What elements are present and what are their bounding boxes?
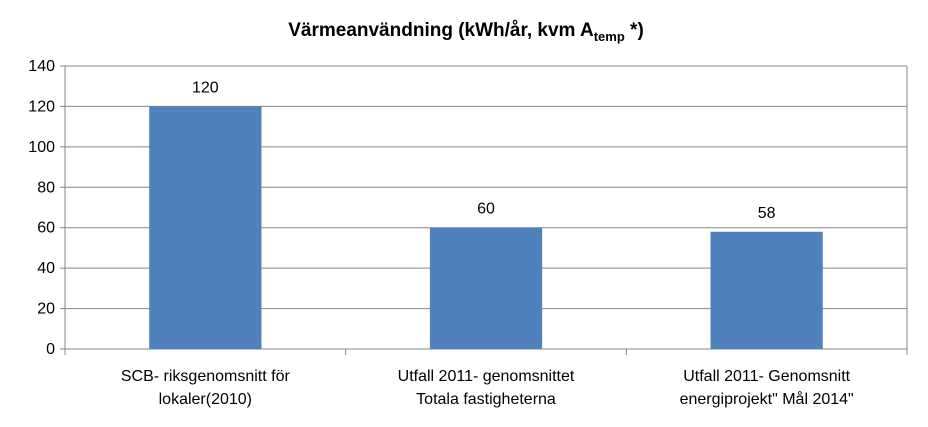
x-tick-label: Utfall 2011- genomsnittet bbox=[398, 368, 575, 385]
x-tick-label: Utfall 2011- Genomsnitt bbox=[683, 368, 850, 385]
y-tick-label: 20 bbox=[37, 301, 55, 318]
y-tick-label: 0 bbox=[46, 341, 55, 358]
x-tick-label: lokaler(2010) bbox=[159, 391, 252, 408]
y-tick-label: 60 bbox=[37, 220, 55, 237]
title-end: *) bbox=[625, 20, 644, 41]
bar bbox=[149, 106, 262, 349]
data-label: 120 bbox=[192, 79, 219, 96]
y-tick-label: 100 bbox=[28, 139, 55, 156]
y-tick-label: 40 bbox=[37, 260, 55, 277]
y-tick-label: 140 bbox=[28, 58, 55, 75]
bar bbox=[710, 231, 823, 349]
title-main: Värmeanvändning (kWh/år, kvm A bbox=[288, 20, 594, 41]
x-tick-label: Totala fastigheterna bbox=[416, 391, 556, 408]
x-tick-label: energiprojekt" Mål 2014" bbox=[680, 390, 854, 408]
x-tick-label: SCB- riksgenomsnitt för bbox=[121, 368, 291, 385]
y-tick-label: 80 bbox=[37, 179, 55, 196]
data-label: 58 bbox=[758, 205, 776, 222]
chart-title: Värmeanvändning (kWh/år, kvm Atemp *) bbox=[288, 20, 644, 44]
title-subscript: temp bbox=[594, 29, 625, 44]
y-tick-label: 120 bbox=[28, 98, 55, 115]
data-label: 60 bbox=[477, 201, 495, 218]
bar bbox=[429, 227, 543, 349]
